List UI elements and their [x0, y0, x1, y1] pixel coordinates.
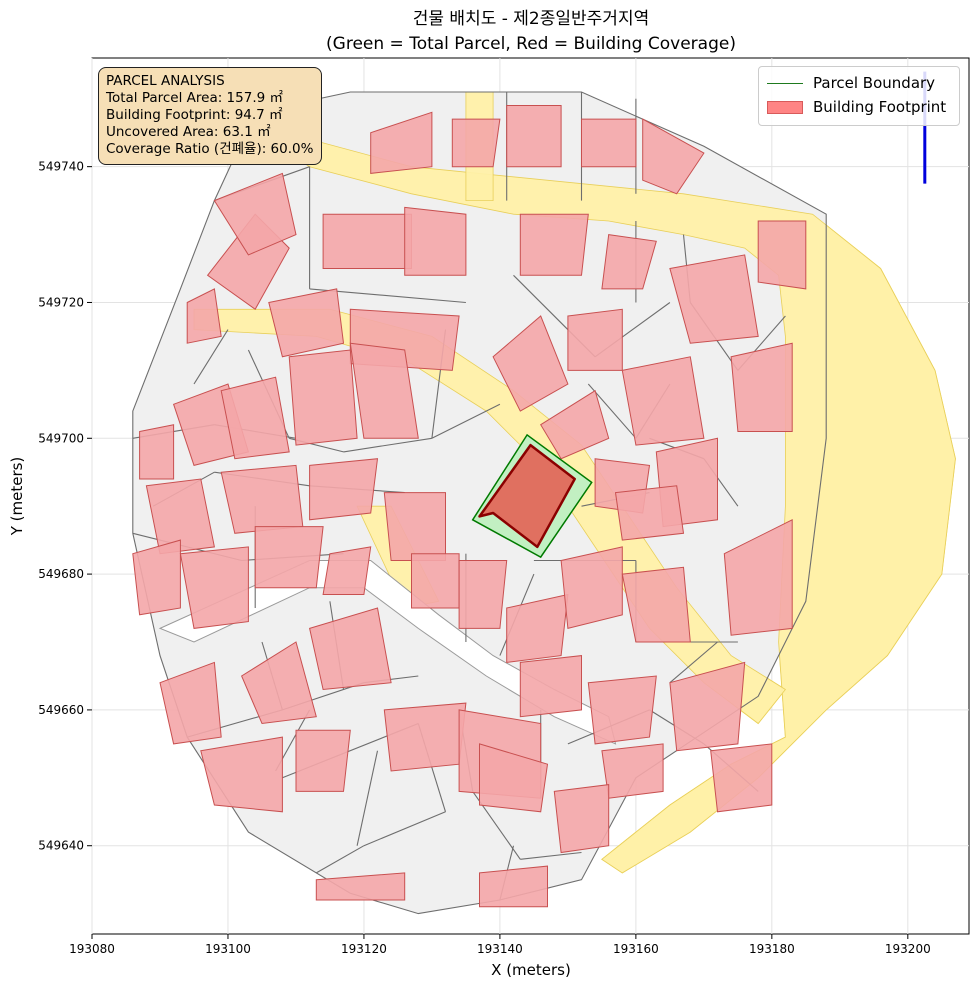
building-layer: [132, 105, 807, 908]
building-16: [492, 315, 569, 412]
building-17: [567, 308, 623, 371]
parcel-analysis-heading: PARCEL ANALYSIS: [106, 73, 225, 89]
building-32: [383, 492, 446, 561]
building-35: [254, 526, 324, 589]
parcel-line-47: [356, 750, 379, 846]
y-tick-label-1: 549660: [38, 703, 84, 717]
building-49: [240, 641, 317, 725]
building-50: [309, 607, 392, 691]
building-30: [220, 464, 304, 534]
building-footprint-area: Building Footprint: 94.7 ㎡: [106, 107, 283, 123]
building-25: [139, 424, 175, 480]
coverage-ratio: Coverage Ratio (건폐율): 60.0%: [106, 141, 314, 157]
building-58: [479, 865, 548, 908]
building-11: [519, 213, 589, 276]
y-tick-label-0: 549640: [38, 839, 84, 853]
building-18: [540, 389, 610, 460]
building-7: [451, 118, 501, 168]
building-27: [220, 376, 290, 460]
building-12: [601, 234, 657, 290]
building-52: [295, 729, 351, 792]
total-parcel-area: Total Parcel Area: 157.9 ㎡: [106, 90, 283, 106]
building-10: [642, 118, 705, 195]
building-47: [601, 743, 664, 799]
building-57: [315, 872, 406, 901]
chart-title-line2: (Green = Total Parcel, Red = Building Co…: [326, 34, 736, 54]
building-15: [730, 342, 793, 432]
y-tick-label-5: 549740: [38, 160, 84, 174]
building-28: [288, 349, 358, 446]
building-3: [322, 213, 412, 269]
parcel-analysis-box: PARCEL ANALYSIS Total Parcel Area: 157.9…: [98, 67, 323, 165]
x-tick-label-5: 193180: [749, 942, 795, 956]
building-44: [587, 675, 657, 745]
building-42: [723, 518, 793, 636]
parcel-line-17: [343, 437, 432, 453]
building-43: [519, 655, 582, 718]
x-tick-label-6: 193200: [885, 942, 931, 956]
building-13: [669, 254, 759, 344]
uncovered-area: Uncovered Area: 63.1 ㎡: [106, 124, 271, 140]
building-24: [186, 288, 222, 344]
building-29: [349, 342, 419, 439]
parcel-line-53: [669, 641, 718, 684]
legend: Parcel Boundary Building Footprint: [758, 66, 960, 126]
y-tick-label-2: 549680: [38, 567, 84, 581]
building-51: [200, 736, 283, 813]
building-38: [458, 560, 508, 629]
building-9: [581, 118, 637, 168]
building-34: [179, 546, 249, 629]
parcel-line-45: [363, 811, 446, 847]
building-4: [404, 206, 467, 276]
x-axis-label: X (meters): [491, 961, 571, 979]
x-tick-label-2: 193120: [341, 942, 387, 956]
building-56: [553, 784, 610, 854]
building-37: [411, 553, 460, 609]
x-tick-label-0: 193080: [69, 942, 115, 956]
building-19: [621, 356, 705, 446]
target-layer: [471, 433, 593, 559]
building-1: [213, 172, 297, 256]
building-36: [322, 546, 372, 595]
building-14: [757, 220, 807, 290]
building-31: [309, 458, 379, 521]
y-tick-label-4: 549720: [38, 295, 84, 309]
x-tick-label-3: 193140: [477, 942, 523, 956]
legend-entry-parcel: Parcel Boundary: [767, 73, 935, 93]
legend-entry-building: Building Footprint: [767, 97, 946, 117]
building-45: [669, 661, 746, 752]
building-39: [506, 593, 569, 663]
target-building: [478, 443, 576, 549]
building-8: [506, 105, 562, 168]
building-53: [383, 702, 467, 772]
building-40: [560, 546, 623, 630]
x-tick-label-4: 193160: [613, 942, 659, 956]
parcel-line-18: [193, 329, 229, 385]
building-2: [268, 288, 345, 358]
parcel-line-46: [316, 845, 365, 874]
legend-patch-swatch: [767, 100, 803, 114]
parcel-line-50: [520, 851, 582, 860]
building-33: [132, 539, 181, 616]
building-22: [614, 485, 685, 541]
building-6: [370, 111, 433, 174]
building-41: [621, 566, 691, 643]
y-axis-ticks: 549640 549660 549680 549700 549720 549740: [38, 160, 92, 853]
y-axis-label: Y (meters): [8, 457, 26, 537]
legend-line-swatch: [767, 82, 803, 84]
legend-label-building: Building Footprint: [813, 98, 947, 116]
parcel-line-14: [431, 403, 501, 439]
road-overlay-0: [234, 118, 956, 874]
building-48: [159, 661, 222, 745]
x-tick-label-1: 193100: [205, 942, 251, 956]
chart-title-line1: 건물 배치도 - 제2종일반주거지역: [413, 9, 649, 29]
x-axis-ticks: 193080 193100 193120 193140 193160 193180 1932…: [69, 934, 931, 956]
building-55: [479, 743, 549, 813]
y-tick-label-3: 549700: [38, 431, 84, 445]
legend-label-parcel: Parcel Boundary: [813, 74, 936, 92]
building-46: [710, 743, 773, 813]
building-26: [145, 478, 215, 555]
